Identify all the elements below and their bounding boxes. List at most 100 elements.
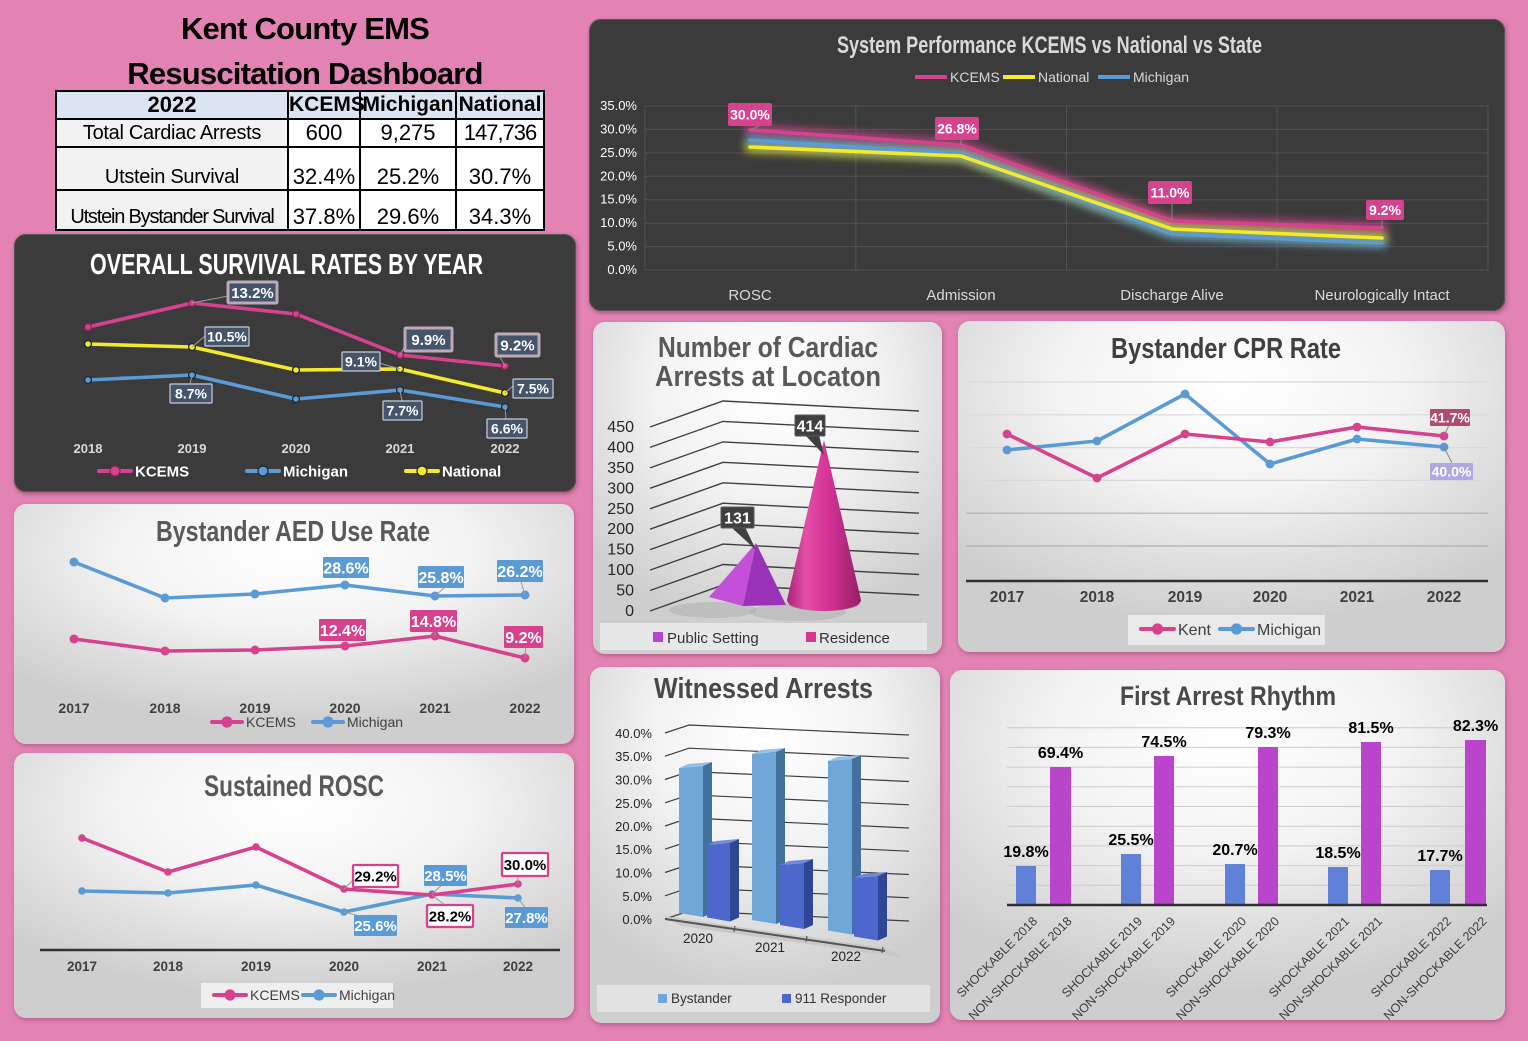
svg-text:2022: 2022 [1427, 589, 1461, 606]
svg-text:0.0%: 0.0% [607, 262, 637, 277]
svg-text:25.8%: 25.8% [418, 570, 463, 587]
svg-text:5.0%: 5.0% [622, 889, 652, 904]
svg-text:OVERALL SURVIVAL RATES BY YEAR: OVERALL SURVIVAL RATES BY YEAR [90, 249, 483, 281]
svg-text:200: 200 [607, 521, 634, 538]
svg-text:7.7%: 7.7% [387, 403, 419, 419]
svg-text:9.2%: 9.2% [505, 630, 541, 647]
svg-text:2020: 2020 [683, 931, 713, 946]
svg-text:9.9%: 9.9% [411, 332, 445, 349]
svg-text:19.8%: 19.8% [1003, 844, 1048, 861]
svg-text:25.0%: 25.0% [600, 145, 637, 160]
svg-text:Public Setting: Public Setting [667, 630, 759, 647]
svg-text:0.0%: 0.0% [622, 912, 652, 927]
svg-text:2017: 2017 [990, 589, 1024, 606]
svg-text:350: 350 [607, 460, 634, 477]
svg-text:20.0%: 20.0% [600, 168, 637, 183]
svg-text:2021: 2021 [1340, 589, 1375, 606]
svg-text:30.0%: 30.0% [730, 107, 770, 123]
svg-text:2020: 2020 [282, 441, 311, 456]
svg-text:2017: 2017 [58, 700, 89, 716]
svg-text:250: 250 [607, 501, 634, 518]
svg-text:Michigan: Michigan [347, 714, 403, 730]
svg-text:2021: 2021 [419, 700, 450, 716]
svg-text:2022: 2022 [509, 700, 540, 716]
svg-text:20.7%: 20.7% [1212, 842, 1257, 859]
svg-text:74.5%: 74.5% [1141, 734, 1186, 751]
svg-text:41.7%: 41.7% [1430, 410, 1470, 426]
svg-text:Bystander: Bystander [671, 991, 732, 1006]
svg-text:414: 414 [797, 418, 824, 435]
svg-text:400: 400 [607, 439, 634, 456]
svg-text:Neurologically Intact: Neurologically Intact [1314, 287, 1450, 304]
svg-text:Bystander CPR Rate: Bystander CPR Rate [1111, 333, 1341, 365]
svg-text:10.0%: 10.0% [600, 215, 637, 230]
svg-text:69.4%: 69.4% [1038, 745, 1083, 762]
svg-text:10.5%: 10.5% [207, 329, 247, 345]
svg-text:13.2%: 13.2% [231, 285, 274, 302]
svg-text:35.0%: 35.0% [600, 98, 637, 113]
svg-text:Kent: Kent [1178, 622, 1211, 639]
svg-text:Number of Cardiac: Number of Cardiac [658, 332, 878, 364]
svg-text:Bystander AED Use Rate: Bystander AED Use Rate [156, 516, 430, 548]
svg-text:6.6%: 6.6% [491, 421, 523, 437]
svg-text:30.0%: 30.0% [615, 773, 652, 788]
svg-text:National: National [1038, 69, 1089, 85]
svg-text:131: 131 [724, 510, 751, 527]
svg-text:Sustained ROSC: Sustained ROSC [204, 770, 384, 803]
svg-text:First Arrest Rhythm: First Arrest Rhythm [1120, 681, 1336, 711]
svg-text:Arrests at Locaton: Arrests at Locaton [655, 361, 881, 393]
svg-text:2019: 2019 [178, 441, 207, 456]
svg-text:81.5%: 81.5% [1348, 720, 1393, 737]
svg-text:Michigan: Michigan [1133, 69, 1189, 85]
svg-text:2020: 2020 [329, 959, 359, 974]
svg-text:15.0%: 15.0% [600, 192, 637, 207]
svg-text:28.2%: 28.2% [429, 908, 472, 925]
svg-text:2020: 2020 [329, 700, 360, 716]
svg-text:2019: 2019 [1168, 589, 1203, 606]
svg-text:100: 100 [607, 562, 634, 579]
svg-text:30.0%: 30.0% [600, 121, 637, 136]
svg-text:Michigan: Michigan [339, 987, 395, 1003]
svg-text:9.2%: 9.2% [1369, 202, 1401, 218]
svg-text:450: 450 [607, 419, 634, 436]
svg-text:50: 50 [616, 583, 634, 600]
svg-text:2022: 2022 [491, 441, 520, 456]
svg-text:Witnessed Arrests: Witnessed Arrests [654, 673, 873, 705]
svg-text:25.0%: 25.0% [615, 796, 652, 811]
svg-text:14.8%: 14.8% [411, 614, 456, 631]
svg-text:40.0%: 40.0% [615, 726, 652, 741]
svg-text:Michigan: Michigan [1257, 622, 1321, 639]
svg-text:Residence: Residence [819, 630, 890, 647]
svg-text:27.8%: 27.8% [505, 910, 548, 927]
svg-text:150: 150 [607, 542, 634, 559]
svg-text:9.1%: 9.1% [345, 354, 377, 370]
svg-text:2017: 2017 [67, 959, 97, 974]
svg-text:9.2%: 9.2% [500, 337, 534, 354]
svg-text:300: 300 [607, 480, 634, 497]
svg-text:25.5%: 25.5% [1108, 832, 1153, 849]
svg-text:28.6%: 28.6% [323, 560, 368, 577]
svg-text:2018: 2018 [74, 441, 103, 456]
svg-text:17.7%: 17.7% [1417, 848, 1462, 865]
svg-text:26.8%: 26.8% [937, 121, 977, 137]
svg-text:ROSC: ROSC [728, 287, 772, 304]
svg-text:System Performance KCEMS vs Na: System Performance KCEMS vs National vs … [837, 32, 1262, 59]
svg-text:15.0%: 15.0% [615, 842, 652, 857]
svg-text:2019: 2019 [239, 700, 270, 716]
svg-text:28.5%: 28.5% [424, 868, 467, 885]
svg-text:2022: 2022 [831, 949, 861, 964]
svg-text:0: 0 [625, 603, 634, 620]
svg-text:40.0%: 40.0% [1432, 464, 1472, 480]
svg-text:20.0%: 20.0% [615, 819, 652, 834]
svg-text:2020: 2020 [1253, 589, 1287, 606]
svg-text:2018: 2018 [149, 700, 180, 716]
svg-text:26.2%: 26.2% [497, 564, 542, 581]
svg-text:11.0%: 11.0% [1151, 185, 1190, 201]
svg-text:2022: 2022 [503, 959, 533, 974]
svg-text:Michigan: Michigan [283, 463, 348, 480]
svg-text:KCEMS: KCEMS [246, 714, 296, 730]
svg-text:KCEMS: KCEMS [250, 987, 300, 1003]
svg-text:8.7%: 8.7% [175, 386, 207, 402]
svg-text:12.4%: 12.4% [320, 623, 365, 640]
svg-text:2018: 2018 [1080, 589, 1115, 606]
